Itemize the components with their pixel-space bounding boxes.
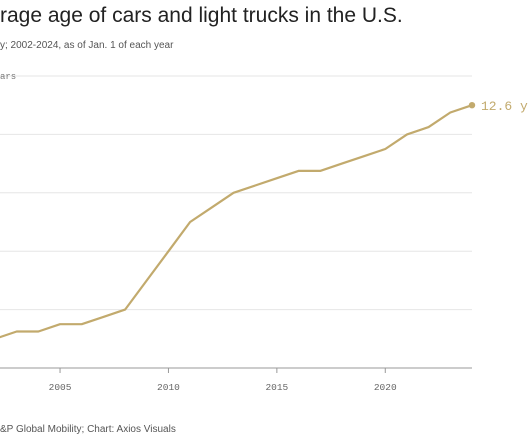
- chart-title: rage age of cars and light trucks in the…: [0, 4, 403, 27]
- x-tick-label: 2005: [49, 382, 72, 393]
- chart-subtitle: y; 2002-2024, as of Jan. 1 of each year: [0, 40, 174, 51]
- chart-source: &P Global Mobility; Chart: Axios Visuals: [0, 424, 176, 435]
- series-line: [0, 104, 474, 339]
- x-tick-label: 2015: [265, 382, 288, 393]
- x-tick-label: 2020: [374, 382, 397, 393]
- y-axis-unit-label: ars: [0, 72, 16, 82]
- x-tick-label: 2010: [157, 382, 180, 393]
- end-point-marker: [468, 102, 476, 109]
- end-value-label: 12.6 y: [481, 99, 528, 114]
